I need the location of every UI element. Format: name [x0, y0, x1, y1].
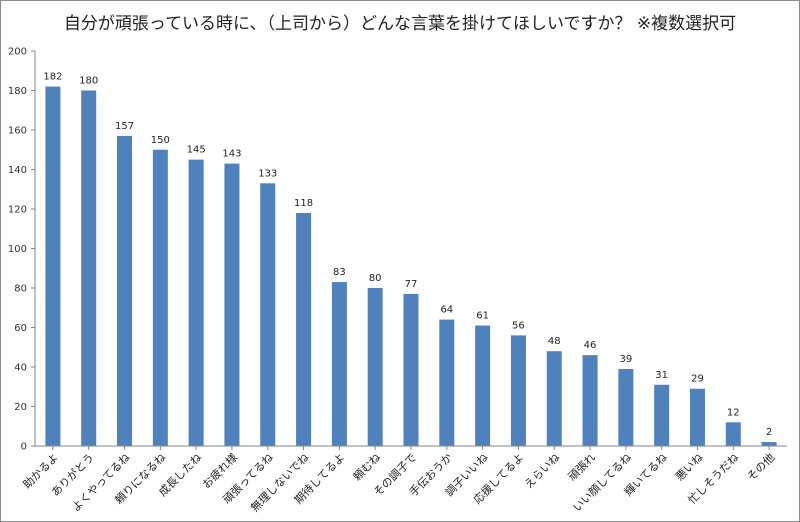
bars: [45, 86, 777, 450]
data-label: 31: [655, 370, 668, 381]
y-tick-label: 0: [21, 442, 27, 453]
bar: [582, 355, 598, 446]
data-label: 157: [115, 121, 134, 132]
bar: [117, 135, 133, 447]
data-label: 48: [548, 336, 561, 347]
bar: [403, 293, 419, 446]
y-axis-ticks: 0 20 40 60 80 100 120 140 160 180 200: [8, 47, 35, 453]
x-tick-label: 頑張れ: [566, 451, 599, 484]
data-label: 2: [766, 427, 772, 438]
x-tick-label: 頼むね: [351, 451, 384, 484]
y-tick-label: 160: [8, 126, 27, 137]
data-label: 182: [43, 72, 62, 83]
data-labels: 182 180 157 150 145 143 133 118 83 80 77 64 61 56 48 46…: [43, 72, 772, 438]
data-label: 143: [222, 149, 241, 160]
bar: [510, 335, 526, 446]
bar: [725, 422, 741, 446]
data-label: 46: [584, 340, 597, 351]
data-label: 145: [187, 145, 206, 156]
data-label: 56: [512, 320, 525, 331]
bar: [224, 163, 240, 446]
x-axis-labels: 助かるよありがとうよくやってるね頼りになるね成長したねお疲れ様頑張ってるね無理し…: [20, 450, 777, 514]
bar: [45, 86, 61, 447]
data-label: 80: [369, 273, 382, 284]
bar: [81, 90, 97, 446]
bar: [618, 368, 634, 446]
data-label: 83: [333, 267, 346, 278]
data-label: 64: [440, 305, 453, 316]
data-label: 77: [405, 279, 418, 290]
bar: [761, 442, 777, 446]
data-label: 29: [691, 374, 704, 385]
bar: [689, 388, 705, 446]
y-tick-label: 40: [14, 363, 27, 374]
y-tick-label: 20: [14, 402, 27, 413]
bar: [296, 212, 312, 446]
data-label: 133: [258, 168, 277, 179]
data-label: 39: [619, 354, 632, 365]
y-tick-label: 120: [8, 205, 27, 216]
chart-title: 自分が頑張っている時に、（上司から）どんな言葉を掛けてほしいですか？ ※複数選択…: [63, 14, 737, 34]
bar: [188, 159, 204, 446]
y-tick-label: 200: [8, 47, 27, 58]
bar: [546, 351, 562, 446]
bar: [260, 183, 276, 446]
x-tick-label: 悪いね: [673, 451, 706, 484]
y-tick-label: 140: [8, 165, 27, 176]
data-label: 150: [151, 135, 170, 146]
bar: [439, 319, 455, 446]
y-tick-label: 180: [8, 86, 27, 97]
bar: [367, 288, 383, 446]
y-tick-label: 80: [14, 284, 27, 295]
bar: [152, 149, 168, 446]
y-tick-label: 60: [14, 323, 27, 334]
bar: [654, 384, 670, 446]
data-label: 180: [79, 76, 98, 87]
data-label: 12: [727, 407, 740, 418]
y-tick-label: 100: [8, 244, 27, 255]
bar: [475, 325, 491, 446]
x-tick-label: その他: [745, 451, 778, 484]
bar: [331, 282, 347, 446]
x-tick-label: えらいね: [522, 451, 562, 491]
data-label: 118: [294, 198, 313, 209]
data-label: 61: [476, 311, 489, 322]
